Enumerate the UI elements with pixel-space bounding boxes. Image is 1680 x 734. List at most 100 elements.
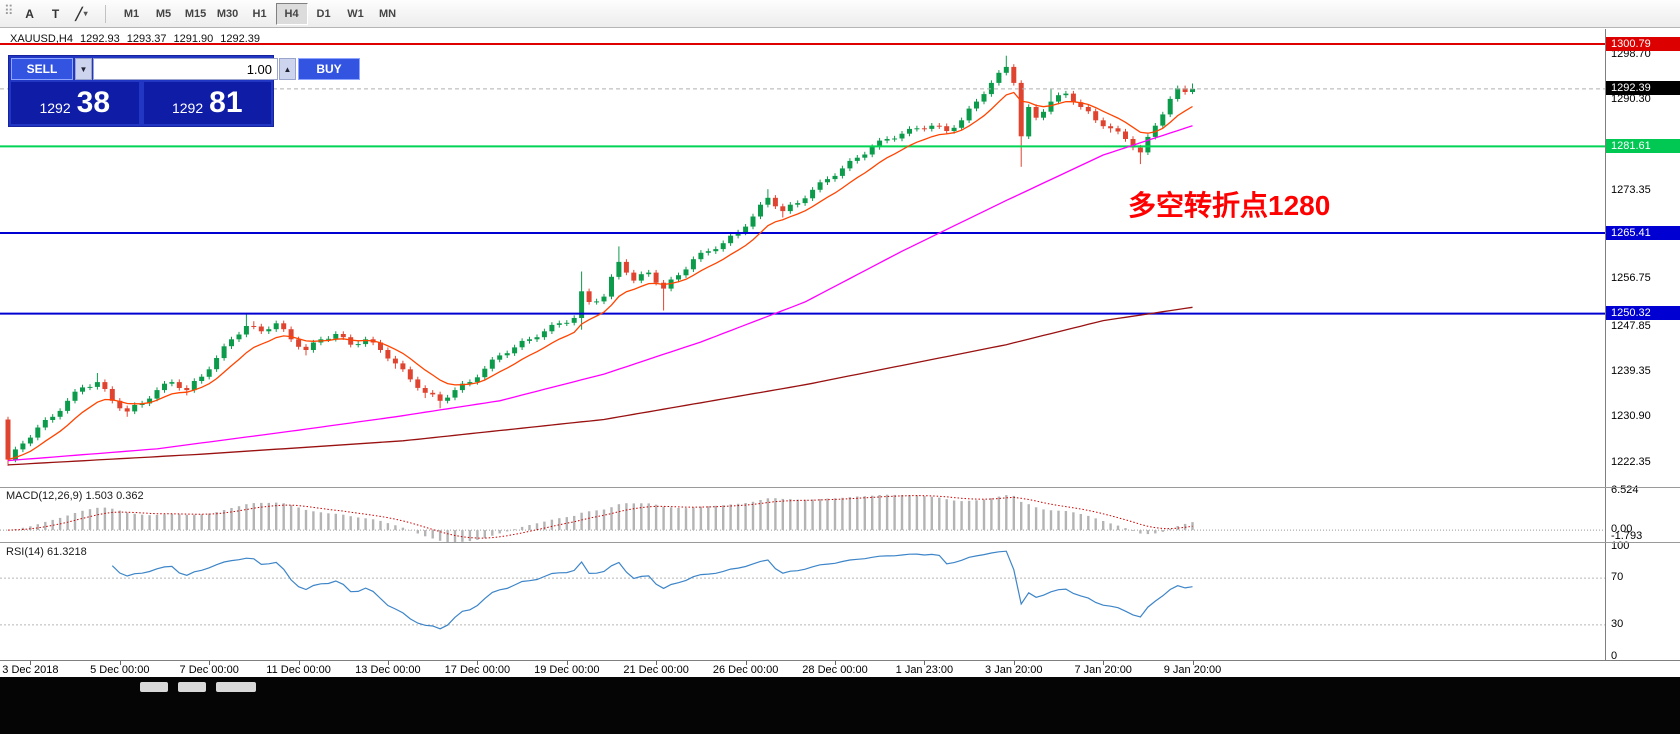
rsi-scale-label: 70 [1611, 571, 1624, 584]
chart-text-annotation: 多空转折点1280 [1128, 190, 1331, 221]
time-axis-tick [209, 661, 211, 665]
time-axis-label: 11 Dec 00:00 [266, 664, 331, 676]
time-axis-tick [1103, 661, 1105, 665]
one-click-trading-panel: SELL ▼ ▲ BUY 1292 38 1292 81 [8, 55, 360, 127]
price-axis-label: 1273.35 [1611, 183, 1651, 196]
time-axis-label: 13 Dec 00:00 [355, 664, 421, 676]
sell-button[interactable]: SELL [11, 58, 73, 80]
volume-input[interactable] [93, 58, 278, 80]
time-axis-tick [745, 661, 747, 665]
buy-price-display[interactable]: 1292 81 [143, 82, 271, 124]
rsi-value: 61.3218 [46, 546, 87, 558]
rsi-scale-label: 0 [1611, 650, 1618, 662]
time-axis-tick [924, 661, 926, 665]
macd-pane-separator[interactable] [0, 487, 1680, 488]
time-axis-label: 19 Dec 00:00 [534, 664, 600, 676]
price-axis-label: 1239.35 [1611, 365, 1651, 378]
macd-label: MACD(12,26,9) 1.503 0.362 [6, 490, 144, 502]
time-axis-tick [298, 661, 300, 665]
price-axis-label: 1247.85 [1611, 319, 1651, 332]
time-axis-label: 5 Dec 00:00 [90, 664, 150, 676]
text-box-tool-icon[interactable]: T [51, 6, 60, 21]
open-value: 1292.93 [79, 33, 120, 45]
time-axis-label: 17 Dec 00:00 [444, 664, 511, 676]
support-green-price-tag: 1281.61 [1606, 138, 1680, 153]
price-axis-label: 1290.30 [1611, 93, 1651, 105]
taskbar-item[interactable] [178, 682, 206, 692]
support-blue-price-tag-1265: 1265.41 [1606, 225, 1680, 240]
taskbar [0, 677, 1680, 734]
rsi-title: RSI(14) [6, 546, 44, 558]
macd-values: 1.503 0.362 [85, 490, 144, 502]
buy-button[interactable]: BUY [298, 58, 360, 80]
timeframe-m5-button[interactable]: M5 [155, 7, 172, 20]
buy-price-big: 81 [209, 86, 243, 119]
time-axis-label: 9 Jan 20:00 [1163, 664, 1222, 676]
timeframe-group: M1 M5 M15 M30 H1 H4 D1 W1 MN [116, 2, 404, 25]
time-axis-label: 26 Dec 00:00 [712, 664, 779, 676]
time-axis-tick [1013, 661, 1015, 665]
volume-dropdown-button[interactable]: ▼ [75, 58, 92, 80]
trendline-shapes-tool-icon[interactable]: ╱ ▾ [75, 6, 88, 21]
timeframe-m1-button[interactable]: M1 [123, 7, 140, 20]
toolbar-grip: ⠿ [4, 2, 14, 18]
time-axis-tick [835, 661, 836, 665]
time-axis-tick [387, 661, 389, 665]
timeframe-w1-button[interactable]: W1 [347, 7, 364, 20]
text-label-tool-icon[interactable]: A [25, 6, 34, 21]
macd-scale-label: 6.524 [1611, 484, 1639, 496]
time-axis-label: 3 Dec 2018 [2, 664, 59, 676]
toolbar-separator [104, 4, 106, 23]
volume-increase-button[interactable]: ▲ [279, 58, 296, 80]
timeframe-m15-button[interactable]: M15 [184, 7, 207, 20]
dropdown-caret-icon: ▾ [83, 9, 88, 18]
close-value: 1292.39 [220, 33, 261, 45]
rsi-scale-label: 30 [1611, 617, 1624, 630]
rsi-scale-label: 100 [1611, 540, 1630, 552]
rsi-pane-separator[interactable] [0, 542, 1680, 543]
timeframe-h4-button[interactable]: H4 [275, 2, 308, 25]
current-price-tag: 1292.39 [1606, 81, 1680, 96]
drawing-tools-group: ⠿ A T ╱ ▾ [4, 3, 95, 25]
sell-price-big: 38 [76, 86, 111, 119]
time-axis-tick [1192, 661, 1194, 665]
time-axis-label: 28 Dec 00:00 [802, 664, 868, 676]
time-axis-tick [119, 661, 121, 665]
time-axis-label: 21 Dec 00:00 [623, 664, 689, 676]
low-value: 1291.90 [173, 33, 214, 45]
timeframe-mn-button[interactable]: MN [378, 7, 397, 20]
price-axis-label: 1256.75 [1611, 272, 1651, 285]
support-blue-price-tag-1250: 1250.32 [1606, 306, 1680, 321]
price-axis-label: 1230.90 [1611, 410, 1651, 423]
buy-price-small: 1292 [171, 100, 204, 116]
sell-price-display[interactable]: 1292 38 [11, 82, 139, 124]
rsi-label: RSI(14) 61.3218 [6, 546, 87, 558]
macd-title: MACD(12,26,9) [6, 490, 83, 502]
time-axis[interactable]: 3 Dec 2018 5 Dec 00:00 7 Dec 00:00 11 Dec 0… [0, 660, 1680, 677]
macd-indicator-pane[interactable] [0, 488, 1605, 542]
price-axis[interactable]: 1298.70 1290.30 1273.35 1256.75 1247.85 1239.… [1605, 29, 1680, 677]
sell-price-small: 1292 [39, 100, 71, 116]
symbol-period-label: XAUUSD,H4 [10, 33, 73, 45]
time-axis-label: 7 Jan 20:00 [1074, 664, 1132, 676]
taskbar-item[interactable] [140, 682, 168, 692]
time-axis-tick [30, 661, 32, 665]
macd-scale-label: 0.00 [1611, 523, 1633, 536]
time-axis-label: 1 Jan 23:00 [895, 664, 954, 676]
time-axis-tick [656, 661, 658, 665]
time-axis-tick [566, 661, 568, 665]
timeframe-h1-button[interactable]: H1 [252, 7, 267, 20]
price-axis-label: 1298.70 [1611, 48, 1651, 61]
time-axis-label: 3 Jan 20:00 [985, 664, 1043, 676]
time-axis-tick [477, 661, 479, 665]
timeframe-m30-button[interactable]: M30 [216, 7, 239, 20]
rsi-indicator-pane[interactable] [0, 543, 1605, 660]
time-axis-label: 7 Dec 00:00 [179, 664, 239, 676]
taskbar-item[interactable] [216, 682, 256, 692]
timeframe-d1-button[interactable]: D1 [316, 7, 331, 20]
macd-scale-label: -1.793 [1611, 530, 1643, 542]
top-toolbar: ⠿ A T ╱ ▾ M1 M5 M15 M30 H1 H4 D1 W1 MN [0, 0, 1680, 28]
resistance-price-tag: 1300.79 [1606, 36, 1680, 51]
main-price-chart[interactable] [0, 30, 1605, 486]
price-axis-label: 1222.35 [1611, 456, 1651, 468]
